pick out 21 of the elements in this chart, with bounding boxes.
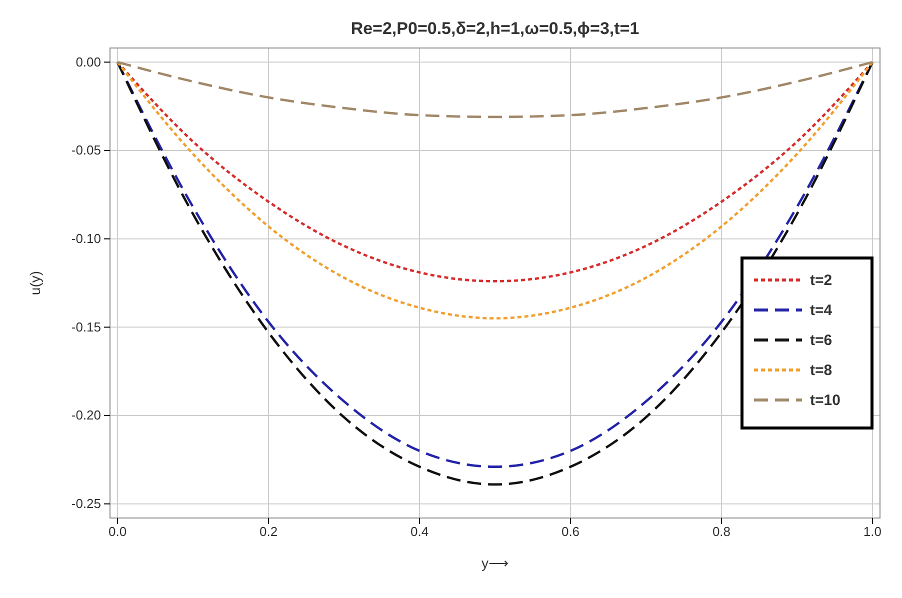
x-tick-label: 0.6 [561,524,580,540]
legend-label: t=2 [810,272,832,289]
x-tick-label: 0.8 [712,524,731,540]
legend-label: t=8 [810,362,832,379]
y-axis-title: u(y) [27,270,43,296]
x-tick-label: 1.0 [863,524,882,540]
y-tick-label: -0.10 [71,230,101,246]
y-tick-label: -0.25 [71,496,101,512]
legend-label: t=6 [810,332,832,349]
y-tick-label: 0.00 [76,54,101,70]
x-tick-label: 0.4 [410,524,429,540]
x-tick-label: 0.0 [108,524,127,540]
y-tick-label: -0.15 [71,319,101,334]
y-tick-label: -0.20 [71,408,101,423]
x-tick-label: 0.2 [259,524,278,540]
chart-title: Re=2,P0=0.5,δ=2,h=1,ω=0.5,ϕ=3,t=1 [350,19,640,38]
x-axis-title: y⟶ [482,555,508,571]
legend-label: t=10 [810,392,840,409]
legend-label: t=4 [810,302,833,319]
y-tick-label: -0.05 [71,142,101,158]
line-series [116,60,874,118]
